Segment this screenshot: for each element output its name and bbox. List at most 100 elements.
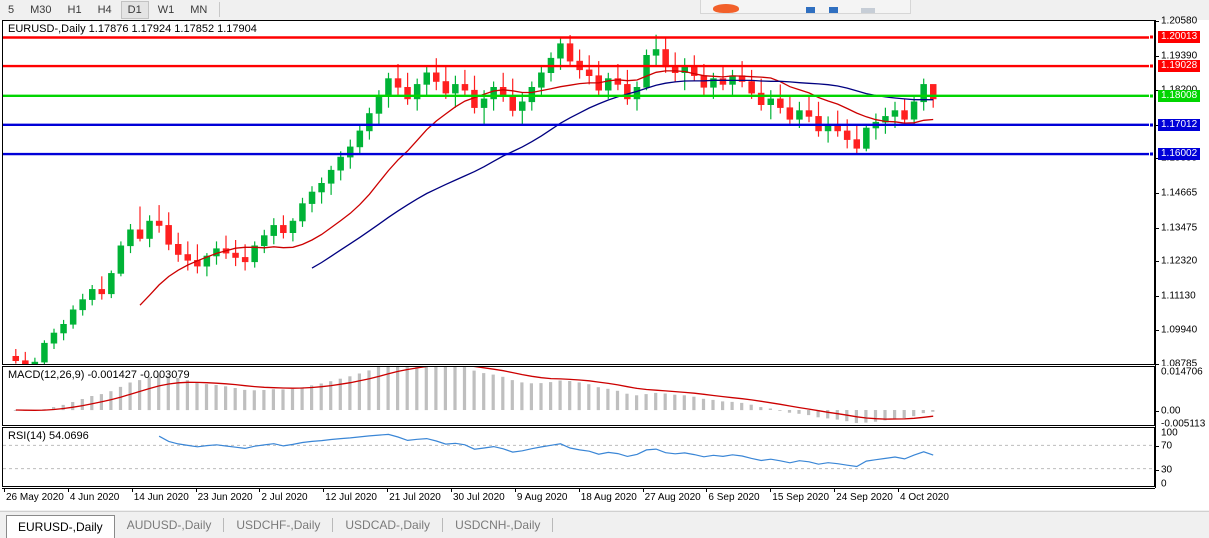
date-label: 2 Jul 2020 [261, 492, 308, 503]
timeframe-button-h4[interactable]: H4 [97, 3, 112, 16]
rsi-tick [1155, 469, 1159, 471]
price-level-handle[interactable] [1149, 122, 1154, 128]
price-tick [1155, 124, 1159, 126]
macd-tick-label: 0.00 [1161, 405, 1181, 417]
timeframe-button-w1[interactable]: W1 [157, 3, 175, 16]
date-tick [259, 488, 261, 492]
tab-separator [332, 518, 334, 532]
blue-tool-icon-2[interactable] [829, 7, 838, 13]
date-label: 30 Jul 2020 [453, 492, 505, 503]
macd-scale[interactable]: 0.014706 0.00 -0.005113 [1155, 366, 1209, 430]
rsi-tick-label: 30 [1161, 464, 1173, 476]
date-tick [514, 488, 516, 492]
date-tick [4, 488, 5, 492]
chart-area[interactable]: EURUSD-,Daily 1.17876 1.17924 1.17852 1.… [0, 20, 1209, 508]
date-label: 27 Aug 2020 [644, 492, 701, 503]
date-tick [642, 488, 644, 492]
price-level-handle[interactable] [1149, 151, 1154, 157]
date-label: 6 Sep 2020 [708, 492, 760, 503]
date-label: 9 Aug 2020 [516, 492, 568, 503]
chart-tab-bar[interactable]: EURUSD-,Daily AUDUSD-,Daily USDCHF-,Daily U… [0, 511, 1209, 538]
price-level-tag-support[interactable]: 1.16002 [1158, 148, 1201, 161]
date-label: 24 Sep 2020 [836, 492, 893, 503]
price-tick [1155, 261, 1159, 263]
top-toolbar: 5 M30 H1 H4 D1 W1 MN [0, 0, 1209, 19]
macd-tick [1155, 411, 1159, 413]
rsi-axis-line [1155, 427, 1156, 488]
rsi-scale[interactable]: 100 70 30 0 [1155, 427, 1209, 490]
date-tick [706, 488, 708, 492]
secondary-toolbar-fragment[interactable] [700, 0, 911, 14]
date-tick [451, 488, 452, 492]
rsi-tick-label: 70 [1161, 440, 1173, 452]
price-tick [1155, 330, 1159, 332]
orange-tool-icon[interactable] [713, 4, 739, 13]
timeframe-button-group[interactable]: 5 M30 H1 H4 D1 W1 MN [0, 0, 224, 19]
macd-tick-label: -0.005113 [1161, 418, 1206, 430]
chart-tab-usdchf[interactable]: USDCHF-,Daily [236, 518, 321, 532]
price-tick-label: 1.08785 [1161, 358, 1198, 370]
price-scale[interactable]: 1.205801.193901.182001.170101.158551.146… [1149, 16, 1209, 370]
rsi-tick-label: 100 [1161, 427, 1178, 439]
date-label: 14 Jun 2020 [133, 492, 189, 503]
blue-tool-icon-1[interactable] [806, 7, 815, 13]
price-tick-label: 1.12320 [1161, 255, 1198, 267]
price-level-tag-resistance[interactable]: 1.20013 [1158, 31, 1201, 44]
date-label: 12 Jul 2020 [325, 492, 377, 503]
date-axis-baseline [2, 488, 1155, 489]
date-label: 4 Jun 2020 [69, 492, 120, 503]
chart-tab-eurusd[interactable]: EURUSD-,Daily [6, 514, 115, 538]
date-tick [323, 488, 325, 492]
rsi-pane[interactable]: RSI(14) 54.0696 [2, 427, 1155, 487]
tab-separator [442, 518, 444, 532]
rsi-tick [1155, 446, 1159, 448]
price-tick-label: 1.13475 [1161, 222, 1198, 234]
price-tick [1155, 90, 1159, 92]
timeframe-button-m30[interactable]: M30 [30, 3, 52, 16]
date-label: 26 May 2020 [6, 492, 64, 503]
price-chart-svg [3, 34, 1154, 364]
price-level-tag-pivot[interactable]: 1.18008 [1158, 89, 1201, 102]
timeframe-button-h1[interactable]: H1 [67, 3, 82, 16]
grey-tool-icon[interactable] [861, 8, 875, 13]
price-tick [1155, 55, 1159, 57]
price-tick [1155, 227, 1159, 229]
date-tick [834, 488, 836, 492]
timeframe-button-d1[interactable]: D1 [120, 0, 149, 19]
price-level-handle[interactable] [1149, 93, 1154, 99]
macd-tick-label: 0.014706 [1161, 366, 1203, 378]
rsi-tick-label: 0 [1161, 478, 1167, 490]
date-tick [898, 488, 899, 492]
date-axis[interactable]: 26 May 2020 4 Jun 2020 14 Jun 2020 23 Jun 2… [0, 488, 1209, 510]
price-tick [1155, 21, 1159, 22]
macd-chart-svg [13, 367, 935, 423]
rsi-pane-label: RSI(14) 54.0696 [8, 430, 89, 442]
date-label: 21 Jul 2020 [389, 492, 441, 503]
date-tick [131, 488, 133, 492]
date-tick [578, 488, 580, 492]
price-tick [1155, 364, 1159, 365]
chart-tab-usdcnh[interactable]: USDCNH-,Daily [455, 518, 541, 532]
price-tick [1155, 193, 1159, 194]
price-pane[interactable]: EURUSD-,Daily 1.17876 1.17924 1.17852 1.… [2, 20, 1155, 365]
macd-pane-label: MACD(12,26,9) -0.001427 -0.003079 [8, 369, 190, 381]
price-level-handle[interactable] [1149, 34, 1154, 40]
price-level-tag-support[interactable]: 1.17012 [1158, 118, 1201, 131]
tab-separator [552, 518, 554, 532]
timeframe-button-5[interactable]: 5 [8, 3, 15, 16]
chart-tab-usdcad[interactable]: USDCAD-,Daily [345, 518, 431, 532]
price-tick [1155, 295, 1159, 297]
macd-axis-line [1155, 366, 1156, 427]
date-label: 18 Aug 2020 [580, 492, 637, 503]
macd-pane[interactable]: MACD(12,26,9) -0.001427 -0.003079 [2, 366, 1155, 426]
price-level-handle[interactable] [1149, 63, 1154, 69]
price-tick-label: 1.09940 [1161, 324, 1198, 336]
timeframe-button-mn[interactable]: MN [190, 3, 208, 16]
chart-tab-audusd[interactable]: AUDUSD-,Daily [126, 518, 212, 532]
price-level-tag-resistance[interactable]: 1.19028 [1158, 60, 1201, 73]
price-tick-label: 1.19390 [1161, 50, 1198, 62]
date-label: 23 Jun 2020 [197, 492, 253, 503]
date-tick [67, 488, 69, 492]
date-tick [387, 488, 389, 492]
